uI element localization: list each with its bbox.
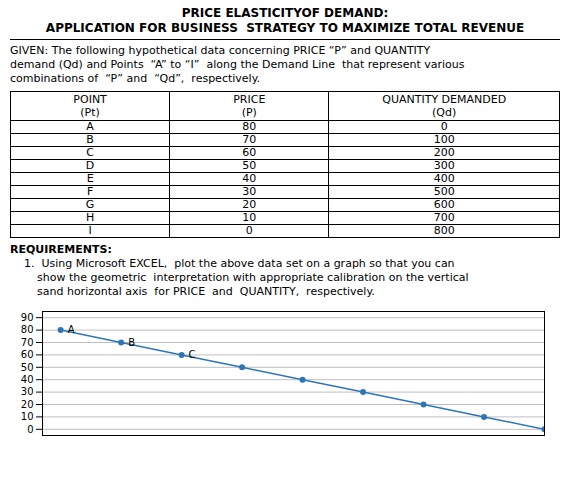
svg-text:20: 20 bbox=[21, 399, 34, 410]
svg-text:B: B bbox=[128, 337, 135, 348]
html-text:QUANTITY DEMANDED: QUANTITY DEMANDED bbox=[382, 93, 507, 106]
html-text:A: A bbox=[86, 120, 94, 133]
html-text:H: H bbox=[86, 211, 95, 224]
html-text:GIVEN: The following hypotheti: GIVEN: The following hypothetical data c… bbox=[10, 44, 431, 57]
html-text:500: 500 bbox=[433, 185, 455, 198]
html-text:800: 800 bbox=[433, 224, 455, 237]
html-text:300: 300 bbox=[433, 159, 455, 172]
html-text:1. Using Microsoft EXCEL, plot: 1. Using Microsoft EXCEL, plot the above… bbox=[24, 257, 455, 270]
html-text:60: 60 bbox=[242, 146, 257, 159]
html-text:600: 600 bbox=[433, 198, 455, 211]
svg-text:90: 90 bbox=[21, 312, 34, 323]
svg-text:50: 50 bbox=[21, 362, 34, 373]
svg-text:0: 0 bbox=[27, 424, 33, 435]
svg-text:10: 10 bbox=[21, 411, 34, 422]
html-text:I: I bbox=[88, 224, 92, 237]
html-text:400: 400 bbox=[433, 172, 455, 185]
html-text:(Qd): (Qd) bbox=[432, 106, 457, 119]
html-text:0: 0 bbox=[245, 224, 253, 237]
html-text:80: 80 bbox=[242, 120, 257, 133]
html-text:10: 10 bbox=[242, 211, 257, 224]
html-text:70: 70 bbox=[242, 133, 257, 146]
html-text:200: 200 bbox=[433, 146, 455, 159]
html-text:PRICE: PRICE bbox=[233, 93, 266, 106]
html-text:B: B bbox=[86, 133, 94, 146]
html-text:F: F bbox=[86, 185, 94, 198]
html-text:G: G bbox=[85, 198, 95, 211]
html-text:50: 50 bbox=[242, 159, 257, 172]
html-text:100: 100 bbox=[433, 133, 455, 146]
html-text:sand horizontal axis for PRICE: sand horizontal axis for PRICE and QUANT… bbox=[37, 285, 375, 298]
html-text:combinations of “P” and “Qd”,: combinations of “P” and “Qd”, respective… bbox=[10, 72, 261, 85]
svg-text:C: C bbox=[189, 349, 196, 360]
html-text:POINT: POINT bbox=[73, 93, 107, 106]
html-text:C: C bbox=[86, 146, 94, 159]
html-text:0: 0 bbox=[440, 120, 448, 133]
html-text:(P): (P) bbox=[241, 106, 257, 119]
svg-text:70: 70 bbox=[21, 337, 34, 348]
html-text:APPLICATION FOR BUSINESS STRAT: APPLICATION FOR BUSINESS STRATEGY TO MAX… bbox=[45, 21, 525, 35]
html-text:(Pt): (Pt) bbox=[80, 106, 100, 119]
html-text:show the geometric interpretat: show the geometric interpretation with a… bbox=[37, 271, 469, 284]
svg-text:80: 80 bbox=[21, 324, 34, 335]
html-text:PRICE ELASTICITYOF DEMAND:: PRICE ELASTICITYOF DEMAND: bbox=[181, 6, 389, 20]
svg-text:60: 60 bbox=[21, 349, 34, 360]
svg-text:30: 30 bbox=[21, 386, 34, 397]
svg-text:40: 40 bbox=[21, 374, 34, 385]
html-text:E: E bbox=[86, 172, 94, 185]
html-text:20: 20 bbox=[242, 198, 257, 211]
html-text:30: 30 bbox=[242, 185, 257, 198]
html-text:demand (Qd) and Points “A” to: demand (Qd) and Points “A” to “I” along … bbox=[10, 58, 465, 71]
html-text:D: D bbox=[85, 159, 95, 172]
html-text:700: 700 bbox=[433, 211, 455, 224]
svg-text:A: A bbox=[68, 324, 75, 335]
html-text:REQUIREMENTS:: REQUIREMENTS: bbox=[10, 243, 112, 256]
html-text:40: 40 bbox=[242, 172, 257, 185]
